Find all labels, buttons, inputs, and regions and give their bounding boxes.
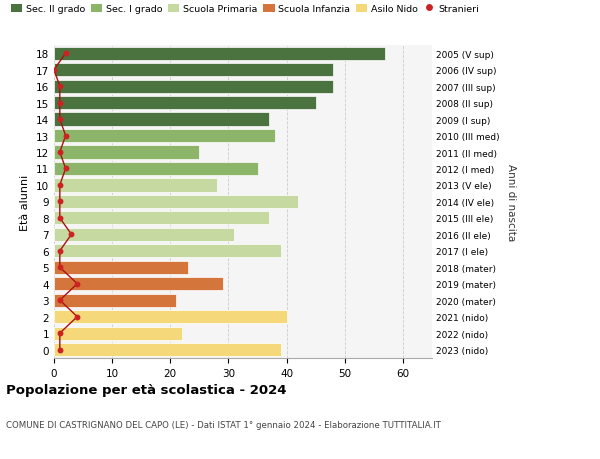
Bar <box>54 327 182 340</box>
Point <box>55 198 65 206</box>
Point <box>55 116 65 123</box>
Point <box>73 313 82 321</box>
Point <box>55 330 65 337</box>
Point <box>49 67 59 74</box>
Bar <box>54 228 234 241</box>
Point <box>61 133 70 140</box>
Point <box>55 346 65 353</box>
Bar <box>54 162 257 176</box>
Point <box>55 215 65 222</box>
Point <box>61 165 70 173</box>
Y-axis label: Anni di nascita: Anni di nascita <box>506 163 517 241</box>
Bar <box>54 48 385 61</box>
Bar <box>54 80 333 94</box>
Bar <box>54 97 316 110</box>
Bar <box>54 130 275 143</box>
Point <box>55 297 65 304</box>
Bar <box>54 261 188 274</box>
Bar <box>54 310 287 324</box>
Bar <box>54 294 176 307</box>
Bar <box>54 64 333 77</box>
Bar <box>54 146 199 159</box>
Bar <box>54 278 223 291</box>
Bar <box>54 179 217 192</box>
Bar <box>54 196 298 208</box>
Point <box>67 231 76 239</box>
Y-axis label: Età alunni: Età alunni <box>20 174 31 230</box>
Text: Popolazione per età scolastica - 2024: Popolazione per età scolastica - 2024 <box>6 383 287 396</box>
Point <box>55 83 65 90</box>
Point <box>55 247 65 255</box>
Bar <box>54 113 269 126</box>
Point <box>55 264 65 271</box>
Text: COMUNE DI CASTRIGNANO DEL CAPO (LE) - Dati ISTAT 1° gennaio 2024 - Elaborazione : COMUNE DI CASTRIGNANO DEL CAPO (LE) - Da… <box>6 420 441 429</box>
Legend: Sec. II grado, Sec. I grado, Scuola Primaria, Scuola Infanzia, Asilo Nido, Stran: Sec. II grado, Sec. I grado, Scuola Prim… <box>11 5 479 14</box>
Bar <box>54 343 281 356</box>
Point <box>73 280 82 288</box>
Bar <box>54 212 269 225</box>
Point <box>61 50 70 58</box>
Point <box>55 100 65 107</box>
Bar <box>54 245 281 258</box>
Point <box>55 182 65 189</box>
Point <box>55 149 65 157</box>
